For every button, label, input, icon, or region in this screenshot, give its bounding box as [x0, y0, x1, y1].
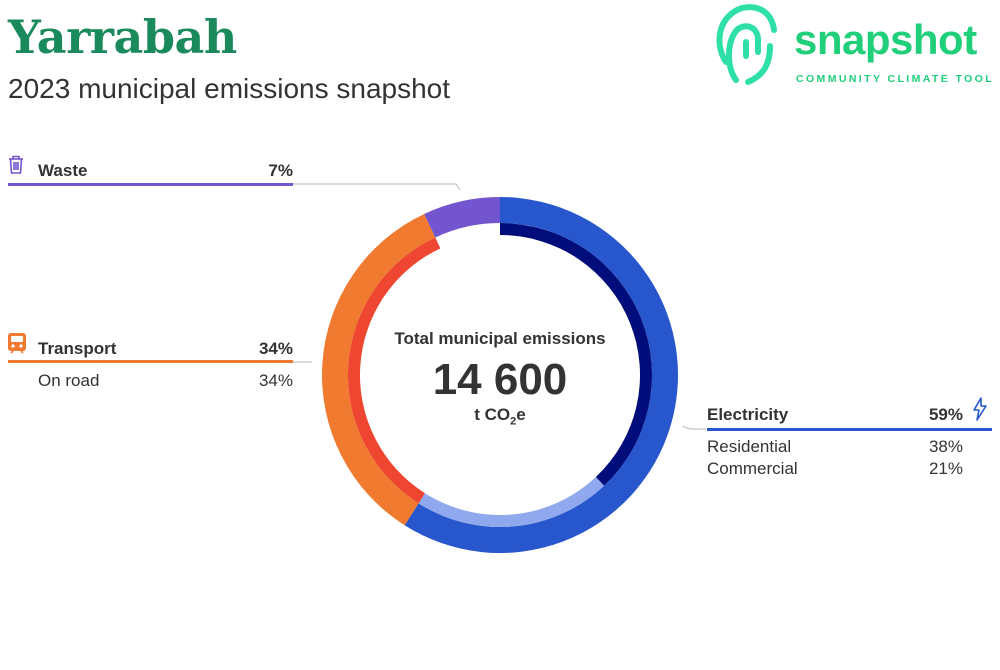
slice-on-road	[348, 237, 441, 504]
waste-leader-line	[293, 183, 461, 191]
train-icon	[8, 333, 26, 354]
logo-tagline: COMMUNITY CLIMATE TOOL	[796, 73, 995, 85]
logo-wordmark: snapshot	[794, 16, 977, 63]
total-emissions-label: Total municipal emissions	[394, 329, 606, 348]
page-title: Yarrabah	[8, 10, 237, 64]
electricity-label: Electricity	[707, 405, 789, 424]
snapshot-logo: snapshot COMMUNITY CLIMATE TOOL	[712, 0, 1000, 92]
commercial-pct: 21%	[928, 459, 963, 478]
waste-label: Waste	[38, 161, 88, 180]
fingerprint-icon	[716, 4, 777, 85]
waste-rule	[8, 183, 293, 186]
waste-pct: 7%	[268, 161, 293, 180]
slice-residential	[500, 223, 652, 486]
slice-waste	[424, 197, 500, 238]
on-road-label: On road	[38, 371, 100, 390]
electricity-leader-line	[682, 425, 707, 430]
transport-label: Transport	[38, 339, 117, 358]
commercial-label: Commercial	[707, 459, 798, 478]
electricity-rule	[707, 428, 992, 431]
residential-label: Residential	[707, 437, 792, 456]
slice-electricity	[404, 197, 678, 553]
trash-icon	[9, 155, 23, 174]
slice-commercial	[418, 477, 605, 527]
on-road-pct: 34%	[258, 371, 293, 390]
page-subtitle: 2023 municipal emissions snapshot	[8, 73, 451, 104]
slice-transport	[322, 213, 436, 526]
total-emissions-unit: t CO2e	[474, 405, 526, 428]
residential-pct: 38%	[928, 437, 963, 456]
total-emissions-value: 14 600	[432, 355, 568, 404]
electricity-pct: 59%	[928, 405, 963, 424]
lightning-icon	[973, 397, 987, 421]
transport-rule	[8, 360, 293, 363]
transport-pct: 34%	[258, 339, 293, 358]
